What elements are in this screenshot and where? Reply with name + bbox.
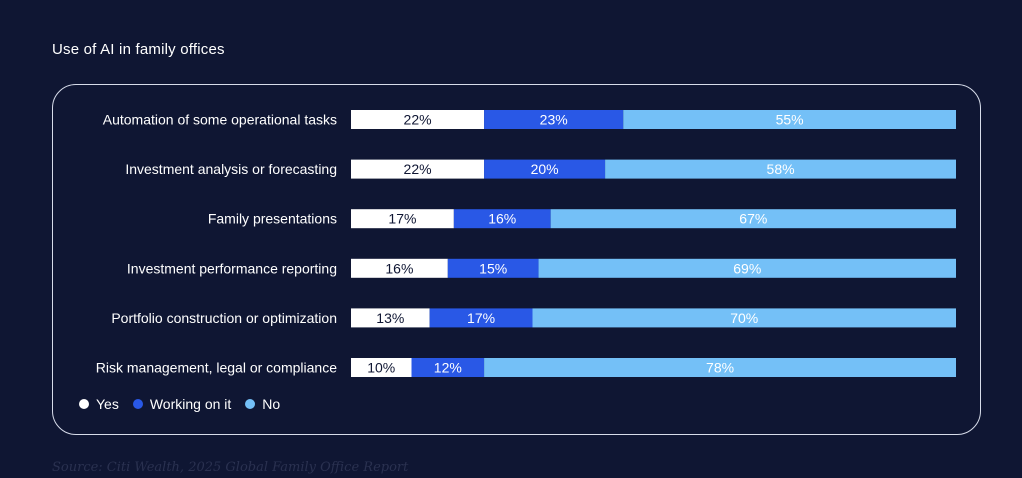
data-label-investment-performance-reporting-yes: 16%	[385, 260, 413, 276]
data-label-investment-analysis-or-forecasting-yes: 22%	[404, 161, 432, 177]
legend-label-no: No	[262, 396, 281, 412]
category-label-investment-performance-reporting: Investment performance reporting	[127, 260, 337, 276]
data-label-risk-management-legal-or-compliance-working-on-it: 12%	[434, 360, 462, 376]
bar-family-presentations-no	[550, 209, 956, 229]
legend-label-working: Working on it	[149, 396, 232, 412]
data-label-portfolio-construction-or-optimization-working-on-it: 17%	[467, 310, 495, 326]
source-note: Source: Citi Wealth, 2025 Global Family …	[52, 460, 409, 475]
data-label-automation-of-some-operational-tasks-working-on-it: 23%	[540, 112, 568, 128]
bar-investment-performance-reporting-no	[538, 258, 956, 278]
bar-automation-of-some-operational-tasks-no	[623, 110, 956, 129]
legend-label-yes: Yes	[96, 396, 119, 412]
legend-swatch-working	[132, 399, 143, 409]
chart-panel	[52, 84, 981, 435]
legend-item-working: Working on it	[132, 396, 232, 412]
bar-risk-management-legal-or-compliance-yes	[351, 358, 412, 377]
data-label-family-presentations-yes: 17%	[388, 211, 416, 227]
category-label-portfolio-construction-or-optimization: Portfolio construction or optimization	[111, 310, 337, 326]
legend-item-yes: Yes	[79, 396, 119, 412]
chart-legend: Yes Working on it No	[79, 396, 280, 412]
bar-risk-management-legal-or-compliance-no	[484, 358, 956, 377]
data-label-family-presentations-no: 67%	[739, 211, 767, 227]
data-label-risk-management-legal-or-compliance-no: 78%	[706, 360, 734, 376]
data-label-automation-of-some-operational-tasks-yes: 22%	[404, 112, 432, 128]
bar-automation-of-some-operational-tasks-working-on-it	[484, 110, 624, 129]
bar-investment-analysis-or-forecasting-no	[605, 159, 956, 179]
legend-item-no: No	[245, 396, 280, 412]
category-label-automation-of-some-operational-tasks: Automation of some operational tasks	[103, 112, 337, 128]
bar-investment-performance-reporting-working-on-it	[447, 258, 539, 278]
bar-family-presentations-working-on-it	[453, 209, 551, 229]
bar-portfolio-construction-or-optimization-no	[532, 308, 956, 328]
bar-risk-management-legal-or-compliance-working-on-it	[411, 358, 485, 377]
bar-investment-analysis-or-forecasting-working-on-it	[484, 159, 606, 179]
bar-investment-analysis-or-forecasting-yes	[351, 159, 485, 179]
bar-family-presentations-yes	[351, 209, 454, 229]
data-label-portfolio-construction-or-optimization-no: 70%	[730, 310, 758, 326]
data-label-automation-of-some-operational-tasks-no: 55%	[776, 112, 804, 128]
data-label-family-presentations-working-on-it: 16%	[488, 211, 516, 227]
bar-portfolio-construction-or-optimization-yes	[351, 308, 430, 328]
legend-swatch-yes	[79, 399, 89, 409]
category-label-family-presentations: Family presentations	[208, 211, 337, 227]
legend-swatch-no	[245, 399, 256, 409]
data-label-risk-management-legal-or-compliance-yes: 10%	[367, 360, 395, 376]
category-label-investment-analysis-or-forecasting: Investment analysis or forecasting	[125, 161, 337, 177]
chart-title: Use of AI in family offices	[52, 41, 225, 58]
data-label-investment-analysis-or-forecasting-no: 58%	[767, 161, 795, 177]
data-label-investment-performance-reporting-working-on-it: 15%	[479, 260, 507, 276]
data-label-investment-analysis-or-forecasting-working-on-it: 20%	[531, 161, 559, 177]
data-label-portfolio-construction-or-optimization-yes: 13%	[376, 310, 404, 326]
bar-investment-performance-reporting-yes	[351, 258, 448, 278]
bar-automation-of-some-operational-tasks-yes	[351, 110, 485, 129]
bar-portfolio-construction-or-optimization-working-on-it	[429, 308, 533, 328]
category-label-risk-management-legal-or-compliance: Risk management, legal or compliance	[96, 360, 337, 376]
data-label-investment-performance-reporting-no: 69%	[733, 260, 761, 276]
